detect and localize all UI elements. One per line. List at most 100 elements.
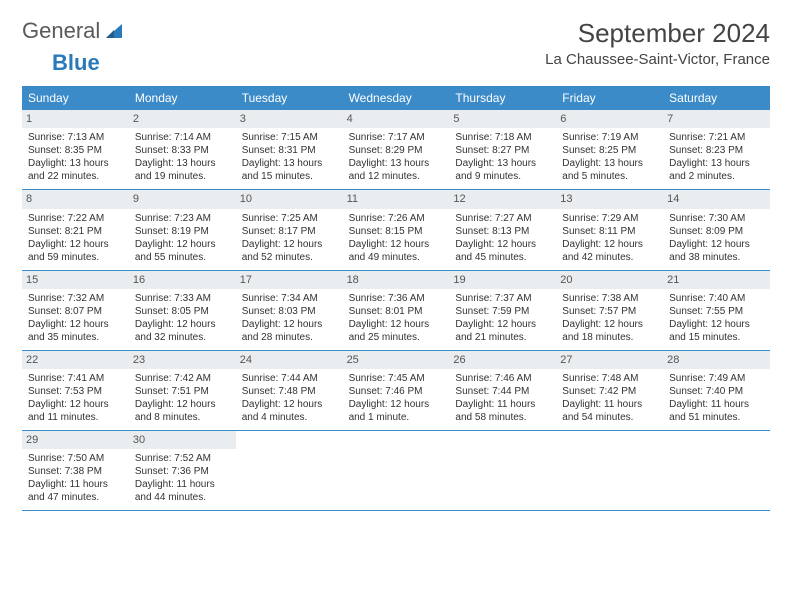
day-number: 13: [556, 190, 663, 208]
daylight-line: Daylight: 11 hours and 51 minutes.: [669, 398, 764, 424]
day-cell: 15Sunrise: 7:32 AMSunset: 8:07 PMDayligh…: [22, 271, 129, 350]
sunset-line: Sunset: 8:07 PM: [28, 305, 123, 318]
title-block: September 2024 La Chaussee-Saint-Victor,…: [545, 18, 770, 68]
sunset-line: Sunset: 7:53 PM: [28, 385, 123, 398]
day-number: 14: [663, 190, 770, 208]
day-number: 16: [129, 271, 236, 289]
daylight-line: Daylight: 12 hours and 55 minutes.: [135, 238, 230, 264]
daylight-line: Daylight: 13 hours and 2 minutes.: [669, 157, 764, 183]
sunset-line: Sunset: 8:01 PM: [349, 305, 444, 318]
daylight-line: Daylight: 12 hours and 49 minutes.: [349, 238, 444, 264]
sunrise-line: Sunrise: 7:41 AM: [28, 372, 123, 385]
day-number: 25: [343, 351, 450, 369]
day-cell: 6 Sunrise: 7:19 AMSunset: 8:25 PMDaylight…: [556, 110, 663, 189]
day-number: 3: [236, 110, 343, 128]
daylight-line: Daylight: 12 hours and 8 minutes.: [135, 398, 230, 424]
day-cell: 10 Sunrise: 7:25 AMSunset: 8:17 PMDayligh…: [236, 190, 343, 269]
sunrise-line: Sunrise: 7:38 AM: [562, 292, 657, 305]
empty-cell: [663, 431, 770, 510]
day-number: 29: [22, 431, 129, 449]
sunset-line: Sunset: 8:17 PM: [242, 225, 337, 238]
day-header: Monday: [129, 86, 236, 110]
day-number: 12: [449, 190, 556, 208]
sunrise-line: Sunrise: 7:19 AM: [562, 131, 657, 144]
daylight-line: Daylight: 12 hours and 18 minutes.: [562, 318, 657, 344]
day-cell: 24Sunrise: 7:44 AMSunset: 7:48 PMDayligh…: [236, 351, 343, 430]
sunrise-line: Sunrise: 7:40 AM: [669, 292, 764, 305]
sunrise-line: Sunrise: 7:15 AM: [242, 131, 337, 144]
day-number: 30: [129, 431, 236, 449]
sunrise-line: Sunrise: 7:50 AM: [28, 452, 123, 465]
sunset-line: Sunset: 7:55 PM: [669, 305, 764, 318]
day-number: 18: [343, 271, 450, 289]
day-cell: 26Sunrise: 7:46 AMSunset: 7:44 PMDayligh…: [449, 351, 556, 430]
daylight-line: Daylight: 12 hours and 38 minutes.: [669, 238, 764, 264]
sunrise-line: Sunrise: 7:25 AM: [242, 212, 337, 225]
sunrise-line: Sunrise: 7:14 AM: [135, 131, 230, 144]
sunrise-line: Sunrise: 7:22 AM: [28, 212, 123, 225]
day-number: 21: [663, 271, 770, 289]
day-cell: 11Sunrise: 7:26 AMSunset: 8:15 PMDayligh…: [343, 190, 450, 269]
day-header: Sunday: [22, 86, 129, 110]
day-header: Saturday: [663, 86, 770, 110]
day-number: 7: [663, 110, 770, 128]
logo: General: [22, 18, 126, 44]
calendar: Sunday Monday Tuesday Wednesday Thursday…: [22, 86, 770, 511]
day-number: 20: [556, 271, 663, 289]
daylight-line: Daylight: 13 hours and 5 minutes.: [562, 157, 657, 183]
sunset-line: Sunset: 8:31 PM: [242, 144, 337, 157]
logo-word1: General: [22, 18, 100, 44]
sunset-line: Sunset: 8:09 PM: [669, 225, 764, 238]
empty-cell: [236, 431, 343, 510]
daylight-line: Daylight: 12 hours and 32 minutes.: [135, 318, 230, 344]
sunset-line: Sunset: 7:36 PM: [135, 465, 230, 478]
sunset-line: Sunset: 7:46 PM: [349, 385, 444, 398]
day-number: 8: [22, 190, 129, 208]
sunrise-line: Sunrise: 7:45 AM: [349, 372, 444, 385]
sunset-line: Sunset: 8:21 PM: [28, 225, 123, 238]
sunrise-line: Sunrise: 7:37 AM: [455, 292, 550, 305]
sunrise-line: Sunrise: 7:34 AM: [242, 292, 337, 305]
sunset-line: Sunset: 8:03 PM: [242, 305, 337, 318]
week-row: 1Sunrise: 7:13 AMSunset: 8:35 PMDaylight…: [22, 110, 770, 190]
day-cell: 9Sunrise: 7:23 AMSunset: 8:19 PMDaylight…: [129, 190, 236, 269]
sunrise-line: Sunrise: 7:33 AM: [135, 292, 230, 305]
sunrise-line: Sunrise: 7:30 AM: [669, 212, 764, 225]
day-number: 5: [449, 110, 556, 128]
day-header-row: Sunday Monday Tuesday Wednesday Thursday…: [22, 86, 770, 110]
sunset-line: Sunset: 7:59 PM: [455, 305, 550, 318]
day-number: 9: [129, 190, 236, 208]
daylight-line: Daylight: 12 hours and 52 minutes.: [242, 238, 337, 264]
daylight-line: Daylight: 12 hours and 45 minutes.: [455, 238, 550, 264]
sunrise-line: Sunrise: 7:27 AM: [455, 212, 550, 225]
sunrise-line: Sunrise: 7:26 AM: [349, 212, 444, 225]
daylight-line: Daylight: 12 hours and 11 minutes.: [28, 398, 123, 424]
sunset-line: Sunset: 8:25 PM: [562, 144, 657, 157]
daylight-line: Daylight: 11 hours and 58 minutes.: [455, 398, 550, 424]
daylight-line: Daylight: 13 hours and 9 minutes.: [455, 157, 550, 183]
day-number: 11: [343, 190, 450, 208]
daylight-line: Daylight: 12 hours and 21 minutes.: [455, 318, 550, 344]
day-number: 2: [129, 110, 236, 128]
daylight-line: Daylight: 12 hours and 25 minutes.: [349, 318, 444, 344]
week-row: 29 Sunrise: 7:50 AMSunset: 7:38 PM Dayligh…: [22, 431, 770, 511]
month-title: September 2024: [545, 18, 770, 49]
sunset-line: Sunset: 8:05 PM: [135, 305, 230, 318]
sunset-line: Sunset: 8:33 PM: [135, 144, 230, 157]
daylight-line: Daylight: 12 hours and 35 minutes.: [28, 318, 123, 344]
day-cell: 8Sunrise: 7:22 AMSunset: 8:21 PMDaylight…: [22, 190, 129, 269]
day-cell: 13Sunrise: 7:29 AMSunset: 8:11 PMDayligh…: [556, 190, 663, 269]
daylight-line: Daylight: 13 hours and 19 minutes.: [135, 157, 230, 183]
day-number: 10: [236, 190, 343, 208]
daylight-line: Daylight: 11 hours and 44 minutes.: [135, 478, 230, 504]
week-row: 15Sunrise: 7:32 AMSunset: 8:07 PMDayligh…: [22, 271, 770, 351]
sunrise-line: Sunrise: 7:32 AM: [28, 292, 123, 305]
sunset-line: Sunset: 7:38 PM: [28, 465, 123, 478]
daylight-line: Daylight: 12 hours and 15 minutes.: [669, 318, 764, 344]
day-number: 6: [556, 110, 663, 128]
day-cell: 14 Sunrise: 7:30 AMSunset: 8:09 PMDayligh…: [663, 190, 770, 269]
daylight-line: Daylight: 12 hours and 1 minute.: [349, 398, 444, 424]
sunrise-line: Sunrise: 7:21 AM: [669, 131, 764, 144]
sunset-line: Sunset: 7:40 PM: [669, 385, 764, 398]
sunset-line: Sunset: 8:11 PM: [562, 225, 657, 238]
